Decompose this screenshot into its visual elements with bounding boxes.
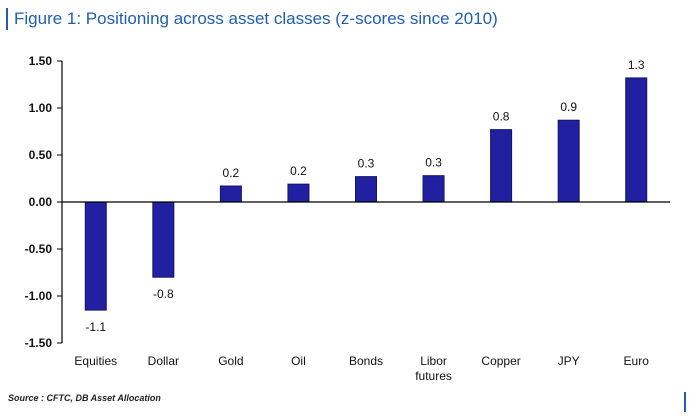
bar-copper	[490, 129, 513, 203]
y-tick-label: 1.00	[29, 101, 53, 115]
bar-gold	[219, 185, 242, 203]
bar-bonds	[355, 176, 377, 203]
bar-equities	[84, 201, 107, 311]
data-label: -0.8	[153, 287, 174, 301]
y-axis: 1.50 1.00 0.50 0.00 -0.50 -1.00 -1.50	[25, 54, 62, 350]
data-label: 0.2	[223, 166, 240, 180]
category-labels: Equities Dollar Gold Oil Bonds Libor futures Co…	[74, 354, 649, 383]
category-label: Oil	[291, 354, 306, 368]
data-labels: -1.1 -0.8 0.2 0.2 0.3 0.3 0.8 0.9 1.3	[85, 58, 644, 334]
figure-title: Figure 1: Positioning across asset class…	[14, 9, 498, 28]
bar-libor-futures	[422, 175, 445, 203]
category-label: Libor futures	[415, 354, 452, 383]
category-label: Copper	[481, 354, 520, 368]
y-tick-label: -1.50	[25, 336, 53, 350]
bar-euro	[625, 77, 648, 203]
category-label: Bonds	[349, 354, 383, 368]
axis-lines	[61, 61, 670, 343]
category-label: Gold	[218, 354, 243, 368]
category-label: Dollar	[148, 354, 179, 368]
figure-title-bar: Figure 1: Positioning across asset class…	[6, 8, 498, 30]
y-tick-label: 0.50	[29, 148, 53, 162]
data-label: 0.3	[425, 156, 442, 170]
corner-accent	[684, 392, 686, 412]
data-label: 0.9	[560, 100, 577, 114]
y-tick-label: 1.50	[29, 54, 53, 68]
data-label: 0.3	[358, 157, 375, 171]
source-note: Source : CFTC, DB Asset Allocation	[8, 393, 161, 403]
category-label: Equities	[74, 354, 117, 368]
y-tick-label: 0.00	[29, 195, 53, 209]
bar-chart: 1.50 1.00 0.50 0.00 -0.50 -1.00 -1.50 -1.1 -0.8…	[25, 54, 670, 383]
data-label: 1.3	[628, 58, 645, 72]
data-label: -1.1	[85, 320, 106, 334]
category-label: Euro	[624, 354, 650, 368]
y-tick-label: -0.50	[25, 242, 53, 256]
bar-jpy	[557, 119, 580, 203]
bar-dollar	[152, 201, 175, 278]
data-label: 0.2	[290, 164, 307, 178]
data-label: 0.8	[493, 110, 510, 124]
bar-oil	[287, 183, 310, 203]
y-tick-label: -1.00	[25, 289, 53, 303]
category-label: JPY	[558, 354, 580, 368]
